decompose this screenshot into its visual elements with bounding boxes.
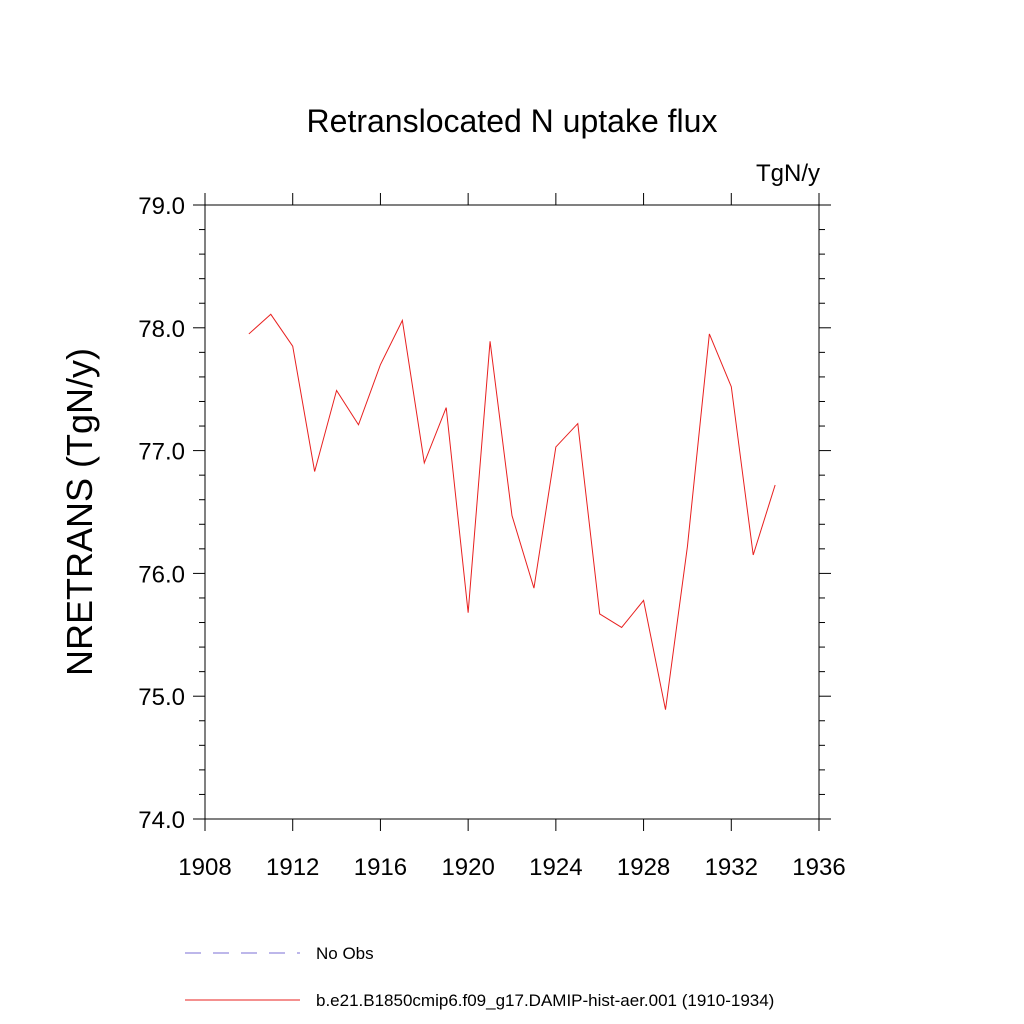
y-tick-label: 76.0 <box>138 561 185 588</box>
units-label: TgN/y <box>756 160 820 187</box>
chart-title: Retranslocated N uptake flux <box>307 103 718 139</box>
x-tick-label: 1916 <box>354 854 407 881</box>
plot-frame <box>204 204 820 820</box>
y-tick-label: 79.0 <box>138 193 185 220</box>
legend-label-model-run: b.e21.B1850cmip6.f09_g17.DAMIP-hist-aer.… <box>316 991 774 1010</box>
x-tick-label: 1908 <box>178 854 231 881</box>
y-axis-ticks: 74.0 75.0 76.0 77.0 78.0 79.0 <box>138 193 831 834</box>
x-tick-label: 1912 <box>266 854 319 881</box>
x-tick-label: 1932 <box>705 854 758 881</box>
legend-label-no-obs: No Obs <box>316 944 374 963</box>
x-tick-label: 1936 <box>792 854 845 881</box>
y-axis-label: NRETRANS (TgN/y) <box>59 348 100 676</box>
x-axis-ticks: 1908 1912 1916 1920 1924 1928 1932 1936 <box>178 193 846 881</box>
series-line-1 <box>248 313 776 710</box>
x-tick-label: 1928 <box>617 854 670 881</box>
x-tick-label: 1920 <box>441 854 494 881</box>
y-tick-label: 74.0 <box>138 807 185 834</box>
y-tick-label: 75.0 <box>138 684 185 711</box>
series-lines <box>248 313 776 710</box>
legend: No Obs b.e21.B1850cmip6.f09_g17.DAMIP-hi… <box>185 944 774 1010</box>
y-tick-label: 77.0 <box>138 439 185 466</box>
y-tick-label: 78.0 <box>138 316 185 343</box>
x-tick-label: 1924 <box>529 854 582 881</box>
